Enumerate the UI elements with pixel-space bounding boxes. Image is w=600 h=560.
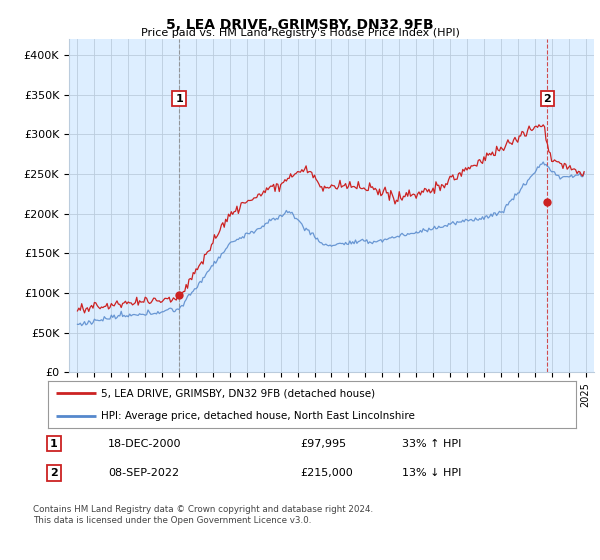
Text: £97,995: £97,995 xyxy=(300,438,346,449)
Text: £215,000: £215,000 xyxy=(300,468,353,478)
Text: 1: 1 xyxy=(175,94,183,104)
Text: 1: 1 xyxy=(50,438,58,449)
Text: 2: 2 xyxy=(544,94,551,104)
Text: HPI: Average price, detached house, North East Lincolnshire: HPI: Average price, detached house, Nort… xyxy=(101,411,415,421)
Text: Price paid vs. HM Land Registry's House Price Index (HPI): Price paid vs. HM Land Registry's House … xyxy=(140,28,460,38)
Text: 08-SEP-2022: 08-SEP-2022 xyxy=(108,468,179,478)
Text: Contains HM Land Registry data © Crown copyright and database right 2024.
This d: Contains HM Land Registry data © Crown c… xyxy=(33,505,373,525)
Text: 18-DEC-2000: 18-DEC-2000 xyxy=(108,438,182,449)
Text: 5, LEA DRIVE, GRIMSBY, DN32 9FB: 5, LEA DRIVE, GRIMSBY, DN32 9FB xyxy=(166,18,434,32)
Text: 5, LEA DRIVE, GRIMSBY, DN32 9FB (detached house): 5, LEA DRIVE, GRIMSBY, DN32 9FB (detache… xyxy=(101,388,375,398)
Text: 13% ↓ HPI: 13% ↓ HPI xyxy=(402,468,461,478)
Text: 33% ↑ HPI: 33% ↑ HPI xyxy=(402,438,461,449)
Text: 2: 2 xyxy=(50,468,58,478)
